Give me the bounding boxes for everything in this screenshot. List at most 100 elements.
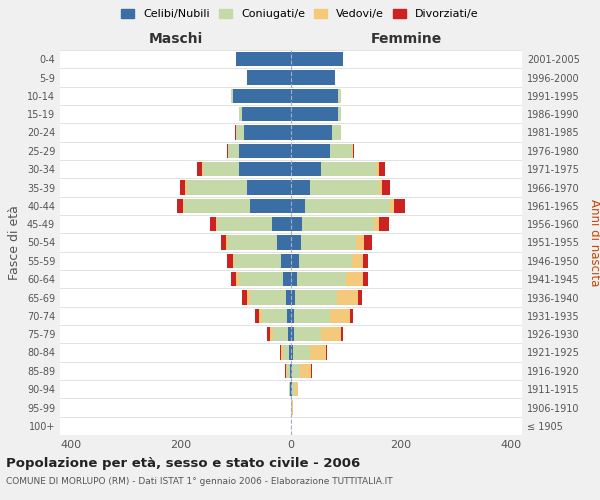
Bar xyxy=(291,70,335,85)
Bar xyxy=(293,346,310,360)
Bar xyxy=(291,198,305,213)
Bar xyxy=(291,236,301,250)
Bar xyxy=(338,88,341,103)
Bar xyxy=(286,364,287,378)
Bar xyxy=(321,162,376,176)
Bar xyxy=(289,382,290,396)
Bar xyxy=(197,162,202,176)
Text: Maschi: Maschi xyxy=(148,32,203,46)
Text: COMUNE DI MORLUPO (RM) - Dati ISTAT 1° gennaio 2006 - Elaborazione TUTTITALIA.IT: COMUNE DI MORLUPO (RM) - Dati ISTAT 1° g… xyxy=(6,478,392,486)
Text: Femmine: Femmine xyxy=(371,32,442,46)
Bar xyxy=(270,327,273,342)
Bar xyxy=(287,308,291,323)
Bar xyxy=(353,144,354,158)
Bar xyxy=(352,254,362,268)
Bar xyxy=(352,144,353,158)
Bar xyxy=(210,217,215,232)
Bar xyxy=(291,272,296,286)
Bar xyxy=(239,162,291,176)
Bar xyxy=(233,88,291,103)
Bar xyxy=(239,107,241,122)
Bar xyxy=(247,70,291,85)
Bar xyxy=(217,217,272,232)
Bar xyxy=(262,308,287,323)
Bar xyxy=(321,327,341,342)
Bar xyxy=(294,327,321,342)
Bar xyxy=(305,198,390,213)
Bar xyxy=(311,364,313,378)
Bar xyxy=(292,364,301,378)
Bar xyxy=(364,236,373,250)
Bar xyxy=(291,144,329,158)
Bar xyxy=(382,180,390,194)
Bar xyxy=(241,107,291,122)
Bar xyxy=(379,217,389,232)
Bar xyxy=(301,236,356,250)
Bar xyxy=(394,198,406,213)
Bar xyxy=(236,126,244,140)
Bar xyxy=(291,364,292,378)
Bar xyxy=(215,217,217,232)
Bar xyxy=(362,254,368,268)
Bar xyxy=(277,236,291,250)
Bar xyxy=(295,290,337,304)
Bar xyxy=(373,217,379,232)
Bar xyxy=(233,254,235,268)
Legend: Celibi/Nubili, Coniugati/e, Vedovi/e, Divorziati/e: Celibi/Nubili, Coniugati/e, Vedovi/e, Di… xyxy=(118,6,482,22)
Bar xyxy=(285,364,286,378)
Bar xyxy=(376,162,379,176)
Bar xyxy=(291,107,338,122)
Bar xyxy=(287,364,290,378)
Bar xyxy=(187,180,247,194)
Bar xyxy=(236,52,291,66)
Bar xyxy=(291,382,292,396)
Bar xyxy=(283,272,291,286)
Bar xyxy=(273,327,288,342)
Bar xyxy=(268,327,270,342)
Bar xyxy=(350,308,353,323)
Bar xyxy=(247,290,250,304)
Bar xyxy=(241,290,247,304)
Bar xyxy=(289,346,291,360)
Bar xyxy=(301,364,311,378)
Bar xyxy=(291,346,293,360)
Bar xyxy=(310,346,326,360)
Y-axis label: Anni di nascita: Anni di nascita xyxy=(588,199,600,286)
Bar xyxy=(291,126,332,140)
Bar xyxy=(227,254,233,268)
Bar xyxy=(291,217,302,232)
Bar xyxy=(250,198,291,213)
Bar xyxy=(244,126,291,140)
Bar xyxy=(177,198,182,213)
Bar xyxy=(379,180,382,194)
Bar xyxy=(390,198,394,213)
Bar xyxy=(255,308,259,323)
Bar xyxy=(302,217,373,232)
Bar xyxy=(280,346,281,360)
Bar xyxy=(356,236,364,250)
Bar xyxy=(291,52,343,66)
Bar xyxy=(362,272,368,286)
Bar xyxy=(182,198,184,213)
Bar xyxy=(292,400,293,414)
Bar xyxy=(310,180,379,194)
Y-axis label: Fasce di età: Fasce di età xyxy=(8,205,21,280)
Bar xyxy=(235,254,281,268)
Bar xyxy=(358,290,362,304)
Bar xyxy=(338,107,341,122)
Bar xyxy=(329,144,352,158)
Bar xyxy=(226,236,228,250)
Bar xyxy=(292,382,295,396)
Text: Popolazione per età, sesso e stato civile - 2006: Popolazione per età, sesso e stato civil… xyxy=(6,458,360,470)
Bar xyxy=(236,272,239,286)
Bar xyxy=(346,272,362,286)
Bar xyxy=(294,308,329,323)
Bar xyxy=(290,364,291,378)
Bar xyxy=(235,126,236,140)
Bar xyxy=(291,88,338,103)
Bar xyxy=(288,327,291,342)
Bar xyxy=(272,217,291,232)
Bar xyxy=(230,88,233,103)
Bar xyxy=(286,290,291,304)
Bar xyxy=(259,308,262,323)
